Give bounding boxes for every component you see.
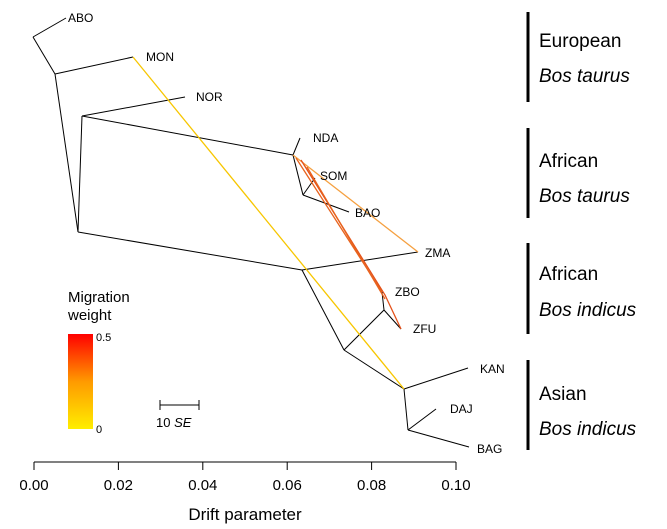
edge-root-mon (54, 56, 134, 75)
edge-kan (403, 367, 469, 390)
edge-root-abo-stem (32, 36, 56, 75)
tree-edges (32, 17, 470, 448)
edge-som (302, 177, 316, 196)
migration-edges (132, 56, 419, 390)
group-name-european-taurus: European (539, 31, 621, 52)
legend-title-line1: Migration (68, 289, 130, 306)
leaf-label-nor: NOR (196, 90, 223, 104)
x-axis: 0.00 0.02 0.04 0.06 0.08 0.10 Drift parameter (19, 461, 471, 524)
edge-zfu (383, 309, 402, 330)
x-axis-tick-label: 0.10 (441, 477, 470, 494)
edge-nor (81, 96, 186, 117)
x-axis-tick-label: 0.08 (357, 477, 386, 494)
group-name-asian-indicus: Asian (539, 384, 587, 405)
x-axis-tick-label: 0.06 (273, 477, 302, 494)
group-sub-african-indicus: Bos indicus (539, 300, 637, 321)
group-sub-european-taurus: Bos taurus (539, 66, 630, 87)
edge-zma (301, 251, 419, 271)
migration-legend: Migration weight 0.5 0 (67, 289, 130, 436)
x-axis-tick-label: 0.02 (104, 477, 133, 494)
edge-nor-node-up (77, 115, 83, 233)
leaf-labels: ABO MON NOR NDA SOM BAO ZMA ZBO ZFU KAN … (68, 11, 505, 456)
edge-bag (407, 429, 470, 448)
scale-bar-value: 10 (156, 415, 170, 430)
group-annotations: European Bos taurus African Bos taurus A… (526, 12, 637, 450)
edge-nda (292, 137, 301, 156)
group-name-african-indicus: African (539, 264, 598, 285)
x-axis-tick-label: 0.04 (188, 477, 217, 494)
edge-asian-stem (343, 349, 405, 390)
group-sub-asian-indicus: Bos indicus (539, 419, 637, 440)
edge-to-indicus (77, 231, 303, 271)
leaf-label-nda: NDA (313, 131, 338, 145)
group-sub-african-taurus: Bos taurus (539, 186, 630, 207)
migration-nda-zma (292, 154, 419, 253)
leaf-label-zbo: ZBO (395, 285, 420, 299)
scale-bar: 10 SE (156, 400, 200, 430)
leaf-label-mon: MON (146, 50, 174, 64)
leaf-label-abo: ABO (68, 11, 93, 25)
legend-max-label: 0.5 (96, 332, 111, 344)
edge-root-down (54, 73, 79, 233)
edge-zbo-zfu-node (343, 309, 385, 351)
leaf-label-zfu: ZFU (413, 322, 436, 336)
leaf-label-bao: BAO (355, 206, 380, 220)
edge-abo (32, 17, 67, 38)
legend-min-label: 0 (96, 424, 102, 436)
scale-bar-unit: SE (174, 415, 192, 430)
legend-color-ramp (68, 334, 93, 429)
edge-asian-down (403, 388, 409, 431)
scale-bar-label: 10 SE (156, 415, 192, 430)
x-axis-tick-label: 0.00 (19, 477, 48, 494)
leaf-label-som: SOM (320, 169, 347, 183)
edge-daj (407, 408, 437, 431)
group-name-african-taurus: African (539, 151, 598, 172)
x-axis-title: Drift parameter (188, 505, 302, 524)
edge-african-indicus-down (301, 269, 345, 351)
leaf-label-kan: KAN (480, 362, 505, 376)
leaf-label-daj: DAJ (450, 402, 473, 416)
edge-nda-som-down (292, 154, 304, 196)
leaf-label-zma: ZMA (425, 246, 450, 260)
x-axis-ticks: 0.00 0.02 0.04 0.06 0.08 0.10 (19, 462, 471, 494)
migration-nda-zbo-b (306, 166, 386, 300)
leaf-label-bag: BAG (477, 442, 502, 456)
migration-mon-kan (132, 56, 405, 390)
edge-bao (302, 194, 350, 213)
legend-title-line2: weight (67, 307, 112, 324)
edge-to-african-taurus (81, 115, 294, 156)
